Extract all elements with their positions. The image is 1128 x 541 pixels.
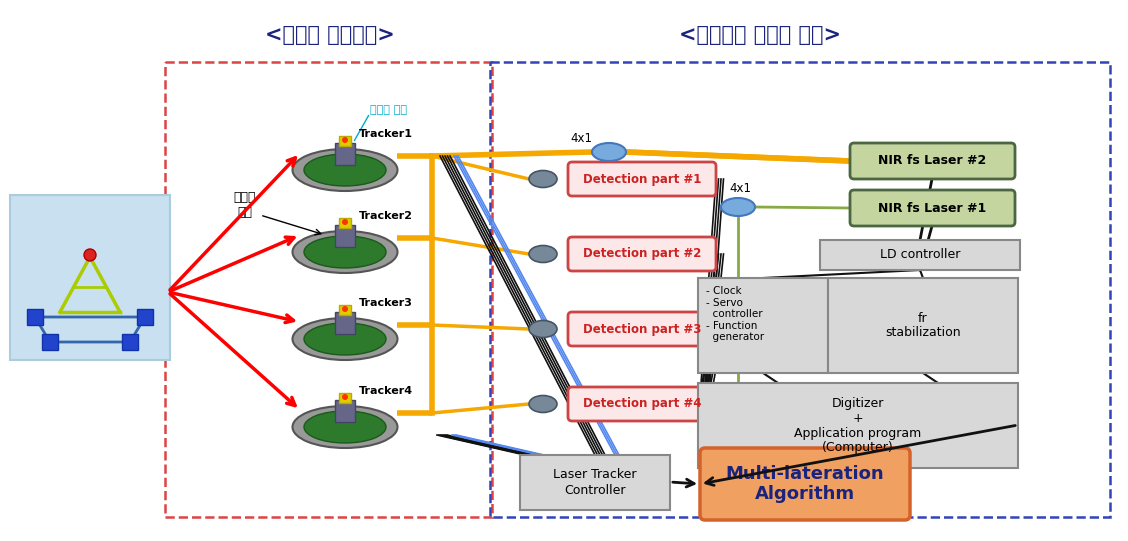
Text: Multi-lateration
Algorithm: Multi-lateration Algorithm bbox=[725, 465, 884, 503]
Circle shape bbox=[342, 394, 349, 400]
Bar bbox=[122, 334, 138, 350]
Ellipse shape bbox=[292, 231, 397, 273]
Text: NIR fs Laser #2: NIR fs Laser #2 bbox=[879, 155, 987, 168]
Ellipse shape bbox=[592, 143, 626, 161]
Text: Tracker1: Tracker1 bbox=[359, 129, 413, 139]
Bar bbox=[490, 62, 1110, 517]
Ellipse shape bbox=[305, 236, 386, 268]
Text: Detection part #2: Detection part #2 bbox=[583, 247, 702, 261]
FancyBboxPatch shape bbox=[851, 190, 1015, 226]
Bar bbox=[42, 334, 58, 350]
FancyBboxPatch shape bbox=[569, 162, 716, 196]
Ellipse shape bbox=[529, 170, 557, 188]
Text: Detection part #1: Detection part #1 bbox=[583, 173, 702, 186]
Circle shape bbox=[342, 219, 349, 225]
Circle shape bbox=[83, 249, 96, 261]
Bar bbox=[27, 309, 43, 325]
Text: NIR fs Laser #1: NIR fs Laser #1 bbox=[879, 201, 987, 214]
Ellipse shape bbox=[305, 323, 386, 355]
FancyBboxPatch shape bbox=[569, 387, 716, 421]
Ellipse shape bbox=[529, 320, 557, 338]
Text: fr
stabilization: fr stabilization bbox=[885, 312, 961, 340]
Ellipse shape bbox=[529, 246, 557, 262]
Ellipse shape bbox=[529, 395, 557, 412]
FancyBboxPatch shape bbox=[569, 237, 716, 271]
Text: Detection part #4: Detection part #4 bbox=[583, 398, 702, 411]
Text: 4x1: 4x1 bbox=[729, 182, 751, 195]
Bar bbox=[335, 400, 355, 422]
Text: <절대거리 간섭계 모듈>: <절대거리 간섭계 모듈> bbox=[679, 25, 841, 45]
Bar bbox=[698, 383, 1017, 468]
Bar bbox=[136, 309, 153, 325]
Text: 간섭계 모듈: 간섭계 모듈 bbox=[370, 105, 407, 115]
Text: Tracker2: Tracker2 bbox=[359, 211, 413, 221]
Bar bbox=[165, 62, 492, 517]
Text: 4x1: 4x1 bbox=[570, 133, 592, 146]
Bar bbox=[340, 393, 351, 403]
FancyBboxPatch shape bbox=[569, 312, 716, 346]
Text: LD controller: LD controller bbox=[880, 248, 960, 261]
Text: Tracker4: Tracker4 bbox=[359, 386, 413, 396]
Text: - Clock
- Servo
  controller
- Function
  generator: - Clock - Servo controller - Function ge… bbox=[706, 286, 764, 342]
Bar bbox=[340, 218, 351, 228]
FancyBboxPatch shape bbox=[851, 143, 1015, 179]
Bar bbox=[698, 278, 828, 373]
Text: <레이저 추적모듈>: <레이저 추적모듈> bbox=[265, 25, 395, 45]
Ellipse shape bbox=[305, 154, 386, 186]
Bar bbox=[335, 143, 355, 165]
Bar bbox=[10, 195, 170, 360]
Bar bbox=[335, 225, 355, 247]
Circle shape bbox=[342, 306, 349, 312]
Ellipse shape bbox=[721, 198, 755, 216]
Bar bbox=[520, 455, 670, 510]
Ellipse shape bbox=[292, 318, 397, 360]
Bar bbox=[340, 136, 351, 146]
Text: Detection part #3: Detection part #3 bbox=[583, 322, 702, 335]
Bar bbox=[335, 312, 355, 334]
Ellipse shape bbox=[305, 411, 386, 443]
Ellipse shape bbox=[292, 149, 397, 191]
Text: Digitizer
+
Application program
(Computer): Digitizer + Application program (Compute… bbox=[794, 397, 922, 454]
Circle shape bbox=[342, 137, 349, 143]
Bar bbox=[820, 240, 1020, 270]
Text: Tracker3: Tracker3 bbox=[359, 298, 413, 308]
Text: Laser Tracker
Controller: Laser Tracker Controller bbox=[553, 469, 636, 497]
Bar bbox=[828, 278, 1017, 373]
Ellipse shape bbox=[292, 406, 397, 448]
FancyBboxPatch shape bbox=[700, 448, 910, 520]
Text: 구동부
모듈: 구동부 모듈 bbox=[233, 191, 256, 219]
Bar bbox=[340, 305, 351, 315]
